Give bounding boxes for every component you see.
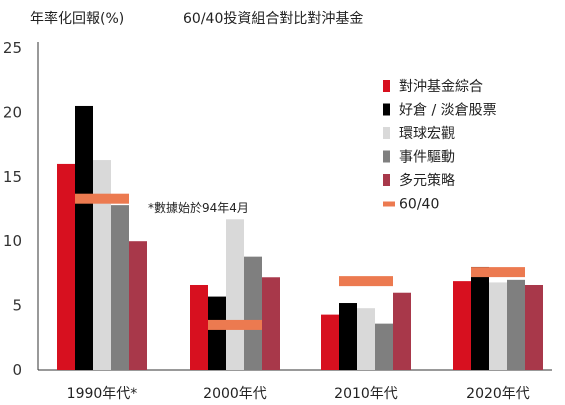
legend-label: 對沖基金綜合 <box>399 78 483 95</box>
legend-label: 多元策略 <box>399 172 455 189</box>
marker-series-60-40 <box>75 193 525 330</box>
legend-swatch <box>383 103 390 116</box>
bar-2-3 <box>339 303 357 370</box>
y-tick-label: 20 <box>3 103 22 121</box>
legend-swatch <box>383 80 390 92</box>
bar-5-2 <box>262 277 280 370</box>
marker-60-40-1 <box>75 193 129 204</box>
bar-4-4 <box>507 279 525 370</box>
bar-3-3 <box>357 308 375 370</box>
legend-label: 60/40 <box>399 197 439 213</box>
bar-2-4 <box>471 266 489 370</box>
x-tick-label: 2000年代 <box>203 386 267 402</box>
bar-3-1 <box>93 160 111 370</box>
annotation-note: *數據始於94年4月 <box>148 200 249 215</box>
bar-5-3 <box>393 292 411 370</box>
marker-60-40-4 <box>471 267 525 278</box>
bars <box>57 105 543 371</box>
bar-4-1 <box>111 205 129 370</box>
x-tick-label: 1990年代* <box>67 386 138 402</box>
x-tick-label: 2020年代 <box>466 386 530 402</box>
legend-swatch <box>383 174 390 186</box>
y-tick-label: 0 <box>12 361 22 379</box>
y-tick-label: 25 <box>3 39 22 57</box>
legend-label: 事件驅動 <box>399 150 455 166</box>
axes: 0 5 10 15 20 25 1990年代* 2000年代 2010年代 2020年代 <box>3 39 552 402</box>
marker-60-40-2 <box>208 319 262 330</box>
legend-swatch <box>383 201 395 207</box>
x-tick-label: 2010年代 <box>334 386 398 402</box>
bar-3-4 <box>489 282 507 370</box>
marker-60-40-3 <box>339 276 393 287</box>
bar-1-1 <box>57 163 75 370</box>
bar-5-4 <box>525 284 543 370</box>
y-tick-label: 5 <box>12 297 22 315</box>
y-tick-label: 10 <box>3 232 22 250</box>
y-axis-title: 年率化回報(%) <box>30 10 124 27</box>
bar-1-3 <box>321 314 339 370</box>
bar-1-4 <box>453 281 471 370</box>
bar-1-2 <box>190 284 208 370</box>
y-tick-label: 15 <box>3 168 22 186</box>
bar-3-2 <box>226 219 244 370</box>
bar-2-2 <box>208 296 226 370</box>
bar-4-2 <box>244 256 262 370</box>
bar-5-1 <box>129 241 147 370</box>
bar-4-3 <box>375 323 393 370</box>
bar-2-1 <box>75 105 93 371</box>
legend-swatch <box>383 127 390 139</box>
legend-label: 環球宏觀 <box>399 126 455 142</box>
legend-label: 好倉 / 淡倉股票 <box>399 103 497 119</box>
chart-title: 60/40投資組合對比對沖基金 <box>183 10 363 27</box>
legend-swatch <box>383 150 390 163</box>
